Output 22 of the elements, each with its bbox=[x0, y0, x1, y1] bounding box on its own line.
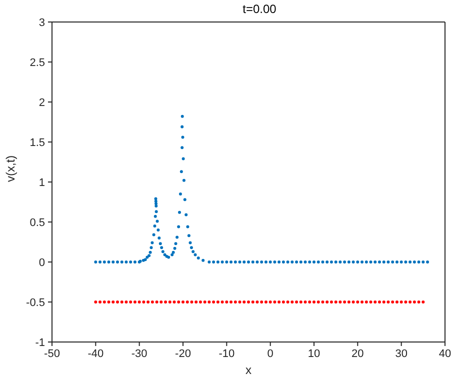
x-tick-label: -50 bbox=[44, 348, 60, 360]
y-tick-label: 1 bbox=[38, 176, 45, 189]
chart-title: t=0.00 bbox=[242, 2, 278, 16]
y-tick-label: 0.5 bbox=[30, 216, 45, 229]
y-axis-title: v(x,t) bbox=[3, 155, 18, 182]
x-tick-label: -20 bbox=[175, 348, 191, 360]
x-tick-label: 10 bbox=[308, 348, 320, 360]
x-tick-label: 30 bbox=[395, 348, 408, 360]
y-tick-label: -0.5 bbox=[26, 296, 45, 309]
x-tick-label: 0 bbox=[267, 348, 274, 360]
y-tick-label: -1 bbox=[35, 336, 45, 349]
y-tick-label: 1.5 bbox=[30, 136, 45, 149]
y-tick-label: 3 bbox=[38, 16, 45, 29]
x-tick-label: 40 bbox=[438, 348, 452, 360]
x-tick-label: -30 bbox=[131, 348, 148, 360]
x-axis-title: x bbox=[246, 363, 252, 376]
y-tick-label: 0 bbox=[38, 256, 45, 269]
y-tick-label: 2.5 bbox=[30, 56, 45, 69]
x-tick-label: -40 bbox=[88, 348, 104, 360]
x-tick-label: -10 bbox=[218, 348, 235, 360]
y-tick-label: 2 bbox=[38, 96, 45, 109]
x-tick-label: 20 bbox=[352, 348, 364, 360]
